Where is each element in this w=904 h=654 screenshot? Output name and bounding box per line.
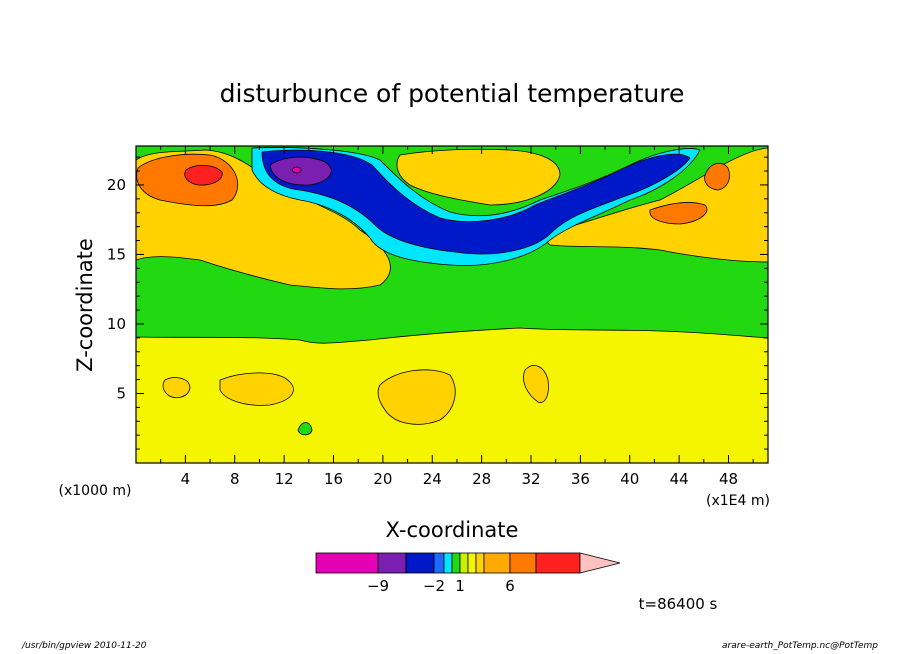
x-tick-label: 44 <box>670 470 689 488</box>
colorbar-segment <box>315 552 379 574</box>
region-deep-orange-right <box>649 202 708 225</box>
region-red-left <box>184 164 223 186</box>
region-deep-orange-right-2 <box>704 162 730 191</box>
colorbar-segment <box>405 552 435 574</box>
region-orange-blob-1 <box>162 377 191 399</box>
x-tick-label: 40 <box>620 470 639 488</box>
x-tick-label: 32 <box>521 470 540 488</box>
y-axis-label: Z-coordinate <box>73 238 97 372</box>
x-tick-label: 12 <box>275 470 294 488</box>
region-orange-top-mid <box>396 148 561 206</box>
y-tick-label: 5 <box>116 384 126 402</box>
colorbar-segment <box>433 552 445 574</box>
colorbar-tick-label: 6 <box>505 577 515 595</box>
colorbar: −9 −2 1 6 <box>315 552 621 595</box>
region-blue <box>261 149 691 255</box>
y-tick-label: 15 <box>107 245 126 263</box>
region-orange-blob-2 <box>219 372 294 406</box>
heatmap-field <box>136 146 768 463</box>
colorbar-segment <box>509 552 537 574</box>
x-tick-label: 20 <box>373 470 392 488</box>
region-orange-blob-3 <box>377 369 456 425</box>
chart-title: disturbunce of potential temperature <box>220 79 685 108</box>
x-tick-label: 28 <box>472 470 491 488</box>
region-magenta-dot <box>291 166 302 174</box>
colorbar-segment <box>475 552 485 574</box>
colorbar-segment <box>483 552 511 574</box>
footer-left: /usr/bin/gpview 2010-11-20 <box>22 641 147 651</box>
x-tick-label: 48 <box>719 470 738 488</box>
y-tick-label: 10 <box>107 315 126 333</box>
y-axis-ticks: 5 10 15 20 <box>107 156 768 450</box>
colorbar-segment <box>377 552 407 574</box>
x-tick-label: 36 <box>571 470 590 488</box>
plot-frame <box>135 145 769 464</box>
x-axis-label: X-coordinate <box>386 518 519 542</box>
region-orange-blob-4 <box>523 365 549 403</box>
colorbar-segment <box>443 552 453 574</box>
colorbar-tick-label: −2 <box>423 577 445 595</box>
footer-right: arare-earth_PotTemp.nc@PotTemp <box>722 641 878 651</box>
colorbar-tick-label: 1 <box>455 577 465 595</box>
x-unit-left: (x1000 m) <box>59 483 132 499</box>
colorbar-segment <box>467 552 477 574</box>
colorbar-segment <box>451 552 461 574</box>
x-unit-right: (x1E4 m) <box>706 493 770 509</box>
x-tick-label: 4 <box>181 470 191 488</box>
x-tick-label: 24 <box>423 470 442 488</box>
time-label: t=86400 s <box>639 595 718 613</box>
colorbar-arrow <box>579 552 621 574</box>
x-tick-label: 8 <box>230 470 240 488</box>
colorbar-segment <box>535 552 581 574</box>
y-tick-label: 20 <box>107 176 126 194</box>
colorbar-segment <box>459 552 469 574</box>
x-tick-label: 16 <box>324 470 343 488</box>
x-axis-ticks: 4 8 12 16 20 24 28 32 36 40 44 48 <box>160 146 754 488</box>
colorbar-tick-label: −9 <box>367 577 389 595</box>
region-green-blob <box>297 422 313 436</box>
